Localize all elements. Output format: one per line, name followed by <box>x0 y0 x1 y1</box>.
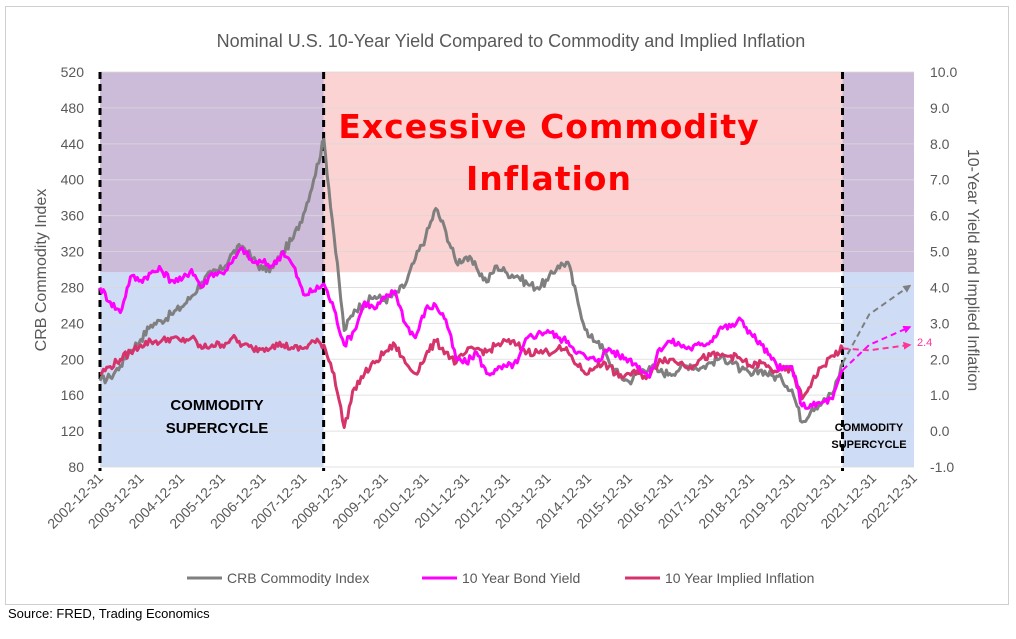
legend-label-bond-yield: 10 Year Bond Yield <box>462 570 580 586</box>
y-tick-0: 80 <box>68 459 84 475</box>
y-tick-right-3: 2.0 <box>930 351 950 367</box>
region-1 <box>100 272 324 467</box>
series-line-crb-commodity-index <box>98 137 845 424</box>
y-tick-3: 200 <box>61 351 85 367</box>
y-tick-10: 480 <box>61 100 85 116</box>
region-overlap-0 <box>100 72 324 273</box>
series-lines <box>98 137 845 429</box>
y-tick-right-7: 6.0 <box>930 208 950 224</box>
y-axis-label: CRB Commodity Index <box>33 189 50 352</box>
annotation-supercycle-left-line2: SUPERCYCLE <box>166 420 269 437</box>
y-tick-9: 440 <box>61 136 85 152</box>
y-tick-4: 240 <box>61 315 85 331</box>
series-line-10-year-bond-yield <box>98 246 844 410</box>
annotation-supercycle-right-line2: SUPERCYCLE <box>831 439 906 451</box>
annotation-supercycle-left-line1: COMMODITY <box>170 397 263 414</box>
y-tick-right-9: 8.0 <box>930 136 950 152</box>
y-tick-1: 120 <box>61 423 85 439</box>
y-tick-right-6: 5.0 <box>930 244 950 260</box>
projection-lines <box>841 284 912 371</box>
annotation-excessive-line1: Excessive Commodity <box>338 107 759 146</box>
y-tick-6: 320 <box>61 244 85 260</box>
y-tick-right-2: 1.0 <box>930 387 950 403</box>
gridlines <box>100 71 914 468</box>
y-tick-right-1: 0.0 <box>930 423 950 439</box>
y-tick-right-0: -1.0 <box>930 459 954 475</box>
legend-label-crb: CRB Commodity Index <box>227 570 369 586</box>
y-tick-11: 520 <box>61 64 85 80</box>
legend-label-implied-inflation: 10 Year Implied Inflation <box>665 570 814 586</box>
y-axis-label-right: 10-Year Yield and Implied Inflation <box>964 149 981 391</box>
annotation-supercycle-right-line1: COMMODITY <box>835 422 904 434</box>
projection-crb-commodity-index <box>841 284 912 364</box>
source-note: Source: FRED, Trading Economics <box>8 606 210 621</box>
region-2 <box>842 272 914 467</box>
legend: CRB Commodity Index 10 Year Bond Yield 1… <box>187 570 814 586</box>
y-tick-right-10: 9.0 <box>930 100 950 116</box>
y-tick-right-4: 3.0 <box>930 315 950 331</box>
y-tick-2: 160 <box>61 387 85 403</box>
y-tick-5: 280 <box>61 279 85 295</box>
annotation-excessive-line2: Inflation <box>466 159 632 198</box>
projection-10-year-bond-yield <box>842 325 912 371</box>
projection-10-year-implied-inflation <box>842 341 912 352</box>
y-tick-right-8: 7.0 <box>930 172 950 188</box>
y-tick-8: 400 <box>61 172 85 188</box>
y-tick-right-11: 10.0 <box>930 64 957 80</box>
annotation-implied-value: 2.4 <box>917 337 932 349</box>
region-overlap-1 <box>842 72 914 273</box>
y-tick-7: 360 <box>61 208 85 224</box>
y-tick-right-5: 4.0 <box>930 279 950 295</box>
series-line-10-year-implied-inflation <box>99 333 845 429</box>
background-regions <box>100 72 914 467</box>
chart-title: Nominal U.S. 10-Year Yield Compared to C… <box>217 31 806 51</box>
